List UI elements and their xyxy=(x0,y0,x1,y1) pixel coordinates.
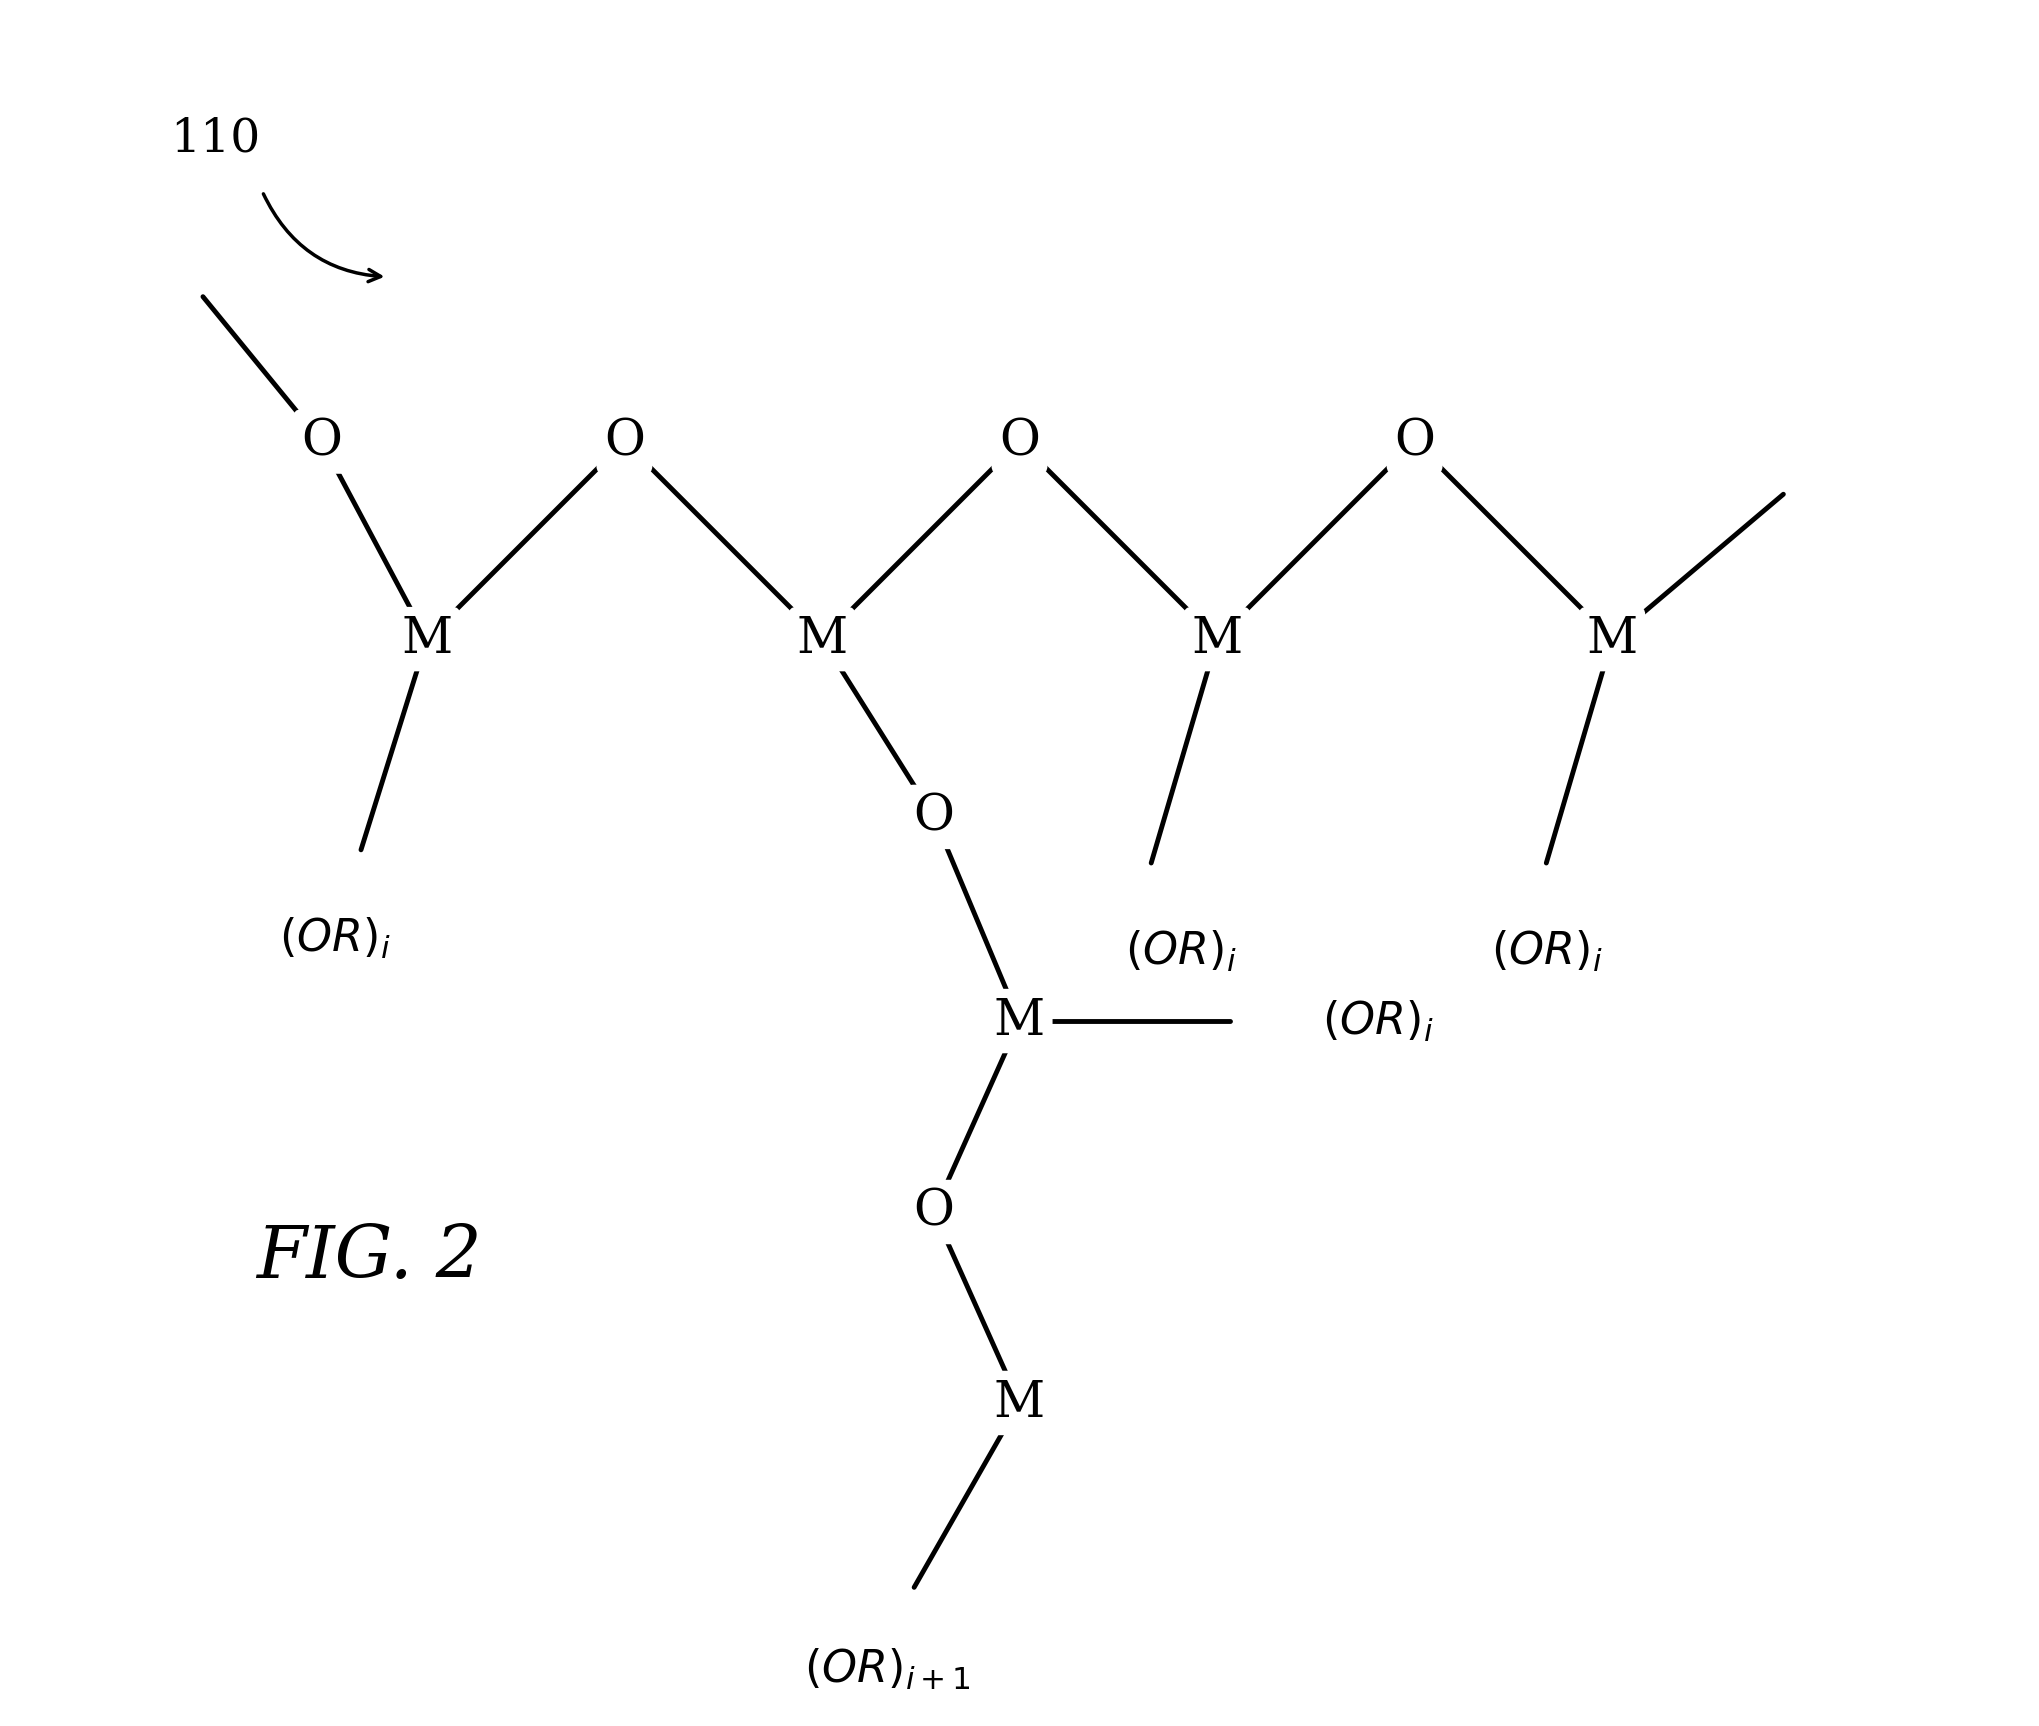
Text: FIG. 2: FIG. 2 xyxy=(255,1222,481,1293)
Text: O: O xyxy=(913,792,954,842)
Text: O: O xyxy=(999,418,1040,466)
Text: O: O xyxy=(604,418,644,466)
Text: M: M xyxy=(402,614,453,665)
Text: $(OR)_{i}$: $(OR)_{i}$ xyxy=(279,917,389,961)
Text: O: O xyxy=(913,1187,954,1238)
Text: M: M xyxy=(993,996,1046,1046)
Text: 110: 110 xyxy=(169,116,261,161)
Text: O: O xyxy=(302,418,343,466)
Text: M: M xyxy=(797,614,848,665)
Text: $(OR)_{i+1}$: $(OR)_{i+1}$ xyxy=(803,1647,971,1691)
Text: M: M xyxy=(993,1379,1046,1427)
Text: M: M xyxy=(1191,614,1242,665)
Text: M: M xyxy=(1586,614,1637,665)
Text: $(OR)_{i}$: $(OR)_{i}$ xyxy=(1126,929,1236,973)
Text: $(OR)_{i}$: $(OR)_{i}$ xyxy=(1323,998,1433,1044)
Text: O: O xyxy=(1395,418,1435,466)
Text: $(OR)_{i}$: $(OR)_{i}$ xyxy=(1491,929,1603,973)
